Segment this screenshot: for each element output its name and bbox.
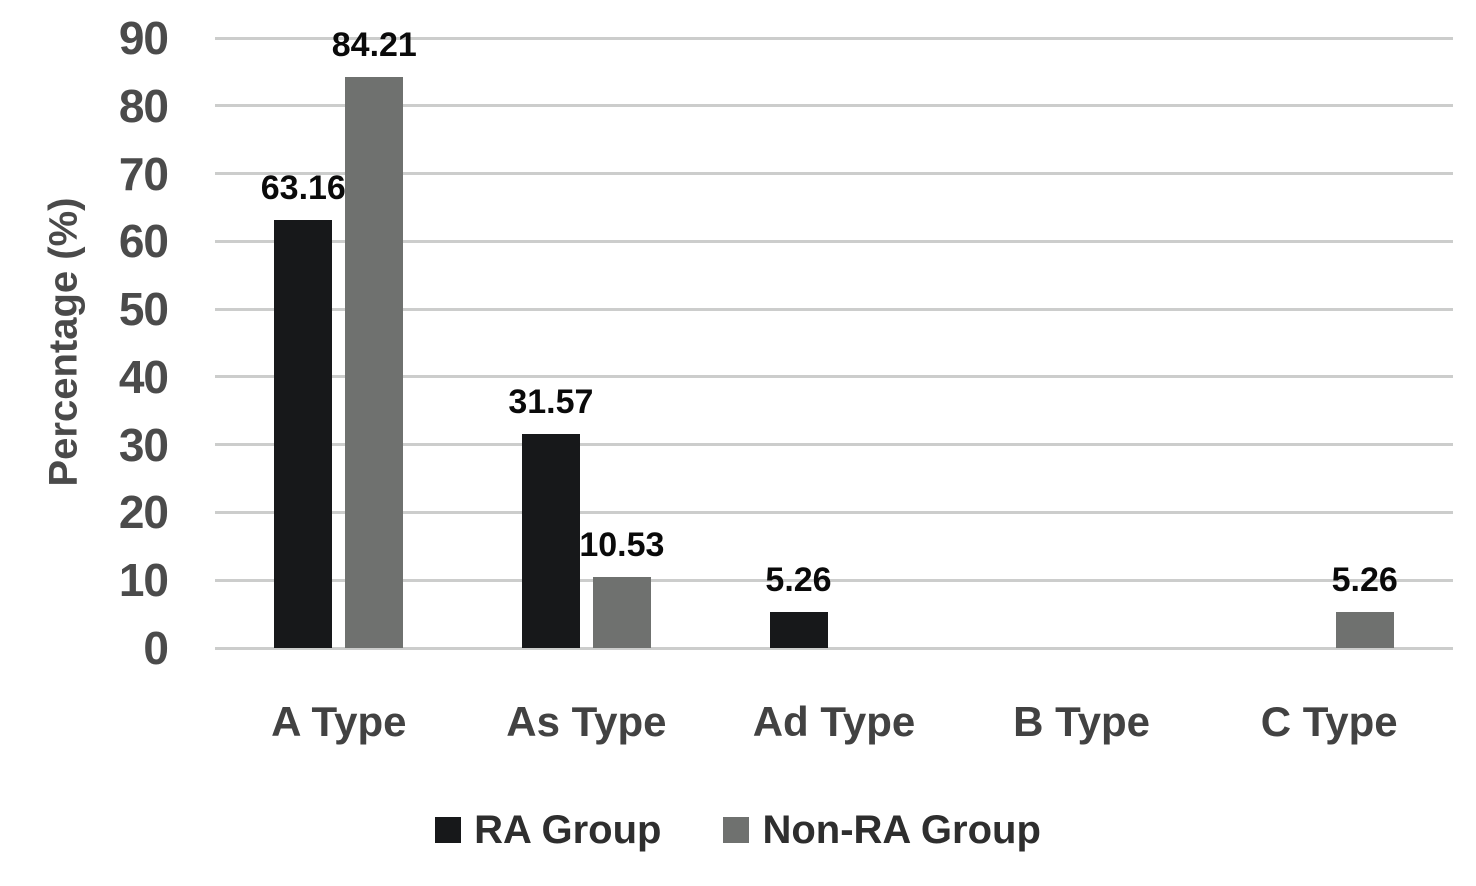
bar-non-ra-group-as-type	[592, 576, 651, 648]
y-tick-label: 50	[118, 283, 169, 336]
x-category-label-c-type: C Type	[1260, 698, 1398, 745]
legend-label: RA Group	[474, 807, 662, 852]
y-tick-label: 0	[143, 622, 169, 674]
bar-value-label: 84.21	[331, 26, 417, 65]
y-tick-label: 20	[118, 486, 169, 539]
gridline	[215, 36, 1453, 40]
gridline	[215, 239, 1453, 243]
y-tick-label: 80	[118, 79, 169, 132]
bar-value-label: 63.16	[260, 168, 346, 207]
bar-ra-group-as-type	[521, 434, 580, 648]
gridline	[215, 578, 1453, 582]
bar-non-ra-group-a-type	[345, 77, 404, 648]
gridline	[215, 443, 1453, 447]
legend-item-ra-group: RA Group	[435, 808, 661, 853]
bar-non-ra-group-c-type	[1335, 612, 1394, 648]
x-category-label-a-type: A Type	[271, 698, 407, 745]
legend-swatch-non-ra-group	[723, 817, 750, 843]
y-tick-label: 70	[118, 147, 169, 200]
gridline	[215, 646, 1453, 650]
bar-ra-group-ad-type	[769, 612, 828, 648]
legend-swatch-ra-group	[435, 817, 462, 843]
legend-item-non-ra-group: Non-RA Group	[723, 807, 1041, 853]
y-tick-label: 30	[118, 418, 169, 471]
gridline	[215, 510, 1453, 514]
y-tick-label: 60	[118, 215, 169, 268]
x-category-label-ad-type: Ad Type	[752, 698, 916, 745]
bar-value-label: 5.26	[1331, 561, 1398, 600]
y-tick-label: 10	[118, 554, 169, 607]
bar-value-label: 5.26	[765, 561, 832, 600]
gridline	[215, 375, 1453, 379]
gridline	[215, 172, 1453, 176]
x-category-label-as-type: As Type	[506, 698, 667, 745]
bar-value-label: 31.57	[508, 383, 594, 422]
y-tick-label: 40	[118, 350, 169, 403]
bar-value-label: 10.53	[579, 525, 665, 564]
legend-label: Non-RA Group	[762, 807, 1041, 852]
legend: RA Group Non-RA Group	[0, 804, 1476, 856]
gridline	[215, 307, 1453, 311]
gridline	[215, 104, 1453, 108]
y-tick-label: 90	[118, 12, 169, 64]
x-category-label-b-type: B Type	[1013, 698, 1151, 745]
bar-ra-group-a-type	[274, 219, 333, 648]
